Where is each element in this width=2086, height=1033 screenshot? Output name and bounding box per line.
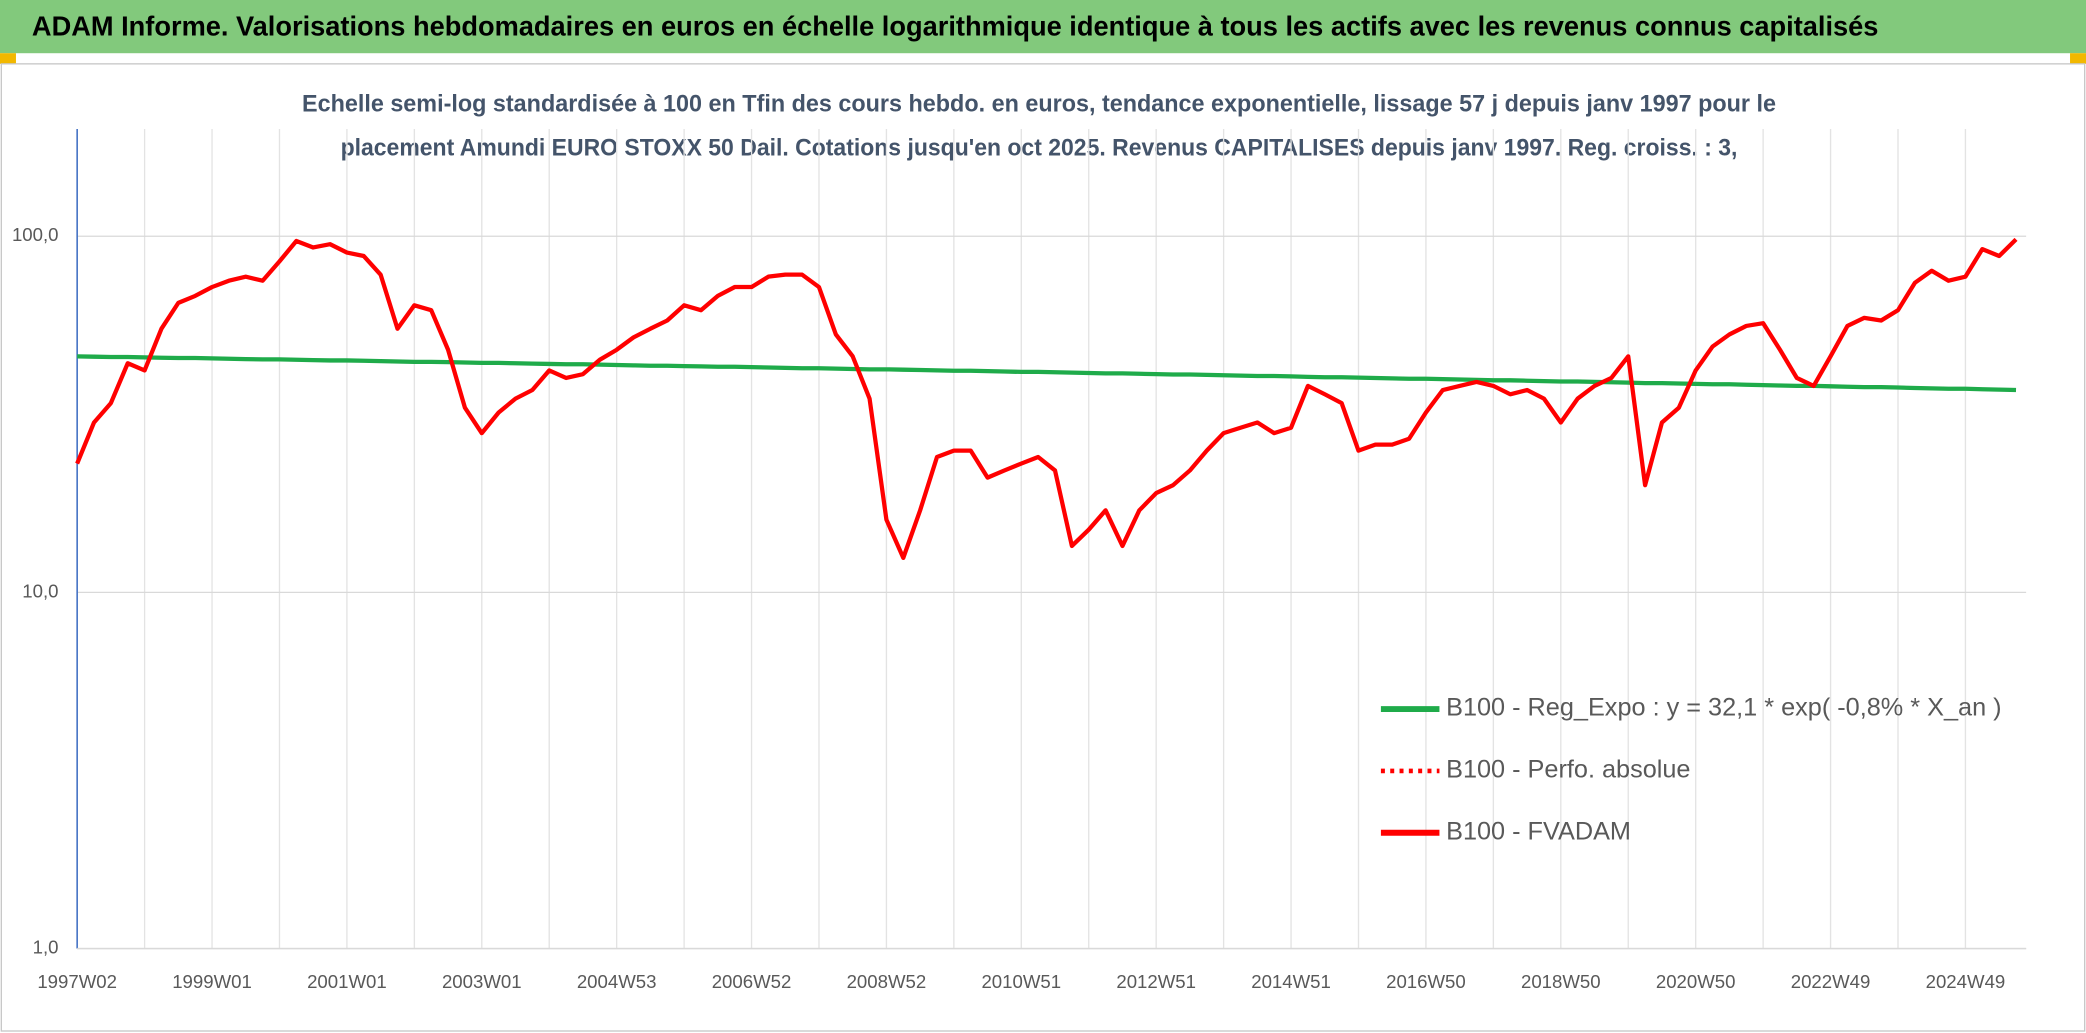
- x-tick-label: 2008W52: [847, 971, 927, 992]
- chart-border: [0, 63, 2086, 1032]
- x-tick-label: 2003W01: [442, 971, 522, 992]
- grid: 1,0 10,0 100,0 1997W02 1999W01 2001W01 2003W01…: [12, 129, 2027, 992]
- title-banner: [0, 0, 2086, 54]
- x-tick-label: 2020W50: [1656, 971, 1736, 992]
- x-tick-label: 2018W50: [1521, 971, 1601, 992]
- x-tick-label: 1999W01: [172, 971, 252, 992]
- x-tick-label: 2010W51: [981, 971, 1061, 992]
- y-tick-label: 10,0: [22, 580, 58, 601]
- y-tick-label: 100,0: [12, 224, 59, 245]
- x-tick-label: 2012W51: [1116, 971, 1196, 992]
- x-tick-label: 2016W50: [1386, 971, 1466, 992]
- corner-mark: [2070, 53, 2086, 64]
- x-tick-label: 1997W02: [37, 971, 117, 992]
- x-tick-label: 2006W52: [712, 971, 792, 992]
- legend: B100 - Reg_Expo : y = 32,1 * exp( -0,8% …: [1380, 694, 2002, 845]
- series-line: [75, 237, 2018, 561]
- y-tick-label: 1,0: [33, 936, 59, 957]
- legend-label: B100 - FVADAM: [1446, 817, 1631, 845]
- legend-label: B100 - Reg_Expo : y = 32,1 * exp( -0,8% …: [1446, 694, 2001, 722]
- x-tick-label: 2001W01: [307, 971, 387, 992]
- chart-subtitle: Echelle semi-log standardisée à 100 en T…: [302, 90, 1776, 117]
- plot-area: [75, 237, 2018, 561]
- series-line: [77, 354, 2017, 393]
- legend-label: B100 - Perfo. absolue: [1446, 756, 1690, 784]
- x-tick-label: 2014W51: [1251, 971, 1331, 992]
- chart-subtitle: placement Amundi EURO STOXX 50 Dail. Cot…: [341, 134, 1738, 161]
- x-tick-label: 2022W49: [1791, 971, 1871, 992]
- x-tick-label: 2024W49: [1926, 971, 2006, 992]
- x-tick-label: 2004W53: [577, 971, 657, 992]
- corner-mark: [0, 53, 16, 64]
- chart-title: ADAM Informe. Valorisations hebdomadaire…: [32, 10, 1879, 41]
